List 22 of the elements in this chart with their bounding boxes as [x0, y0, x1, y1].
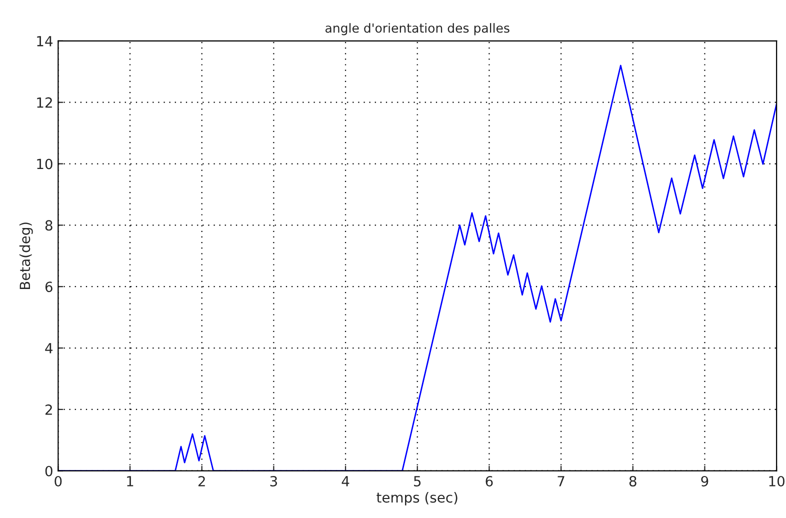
x-tick-label: 3 [270, 476, 277, 486]
x-tick-label: 0 [54, 476, 62, 486]
x-tick-label: 5 [414, 476, 421, 486]
x-tick-label: 8 [629, 476, 636, 486]
y-tick-label: 2 [45, 404, 52, 415]
y-tick-label: 0 [45, 466, 52, 476]
x-tick-label: 2 [198, 476, 205, 486]
y-tick-label: 6 [45, 282, 52, 292]
x-tick-label: 4 [342, 476, 350, 486]
y-tick-label: 10 [37, 158, 52, 170]
y-axis-title: Beta(deg) [19, 222, 33, 290]
y-tick-label: 12 [37, 97, 52, 108]
x-tick-label: 6 [486, 476, 493, 486]
y-tick-label: 14 [37, 36, 53, 46]
x-tick-label: 7 [558, 476, 564, 486]
x-tick-label: 1 [127, 476, 134, 486]
x-tick-label: 9 [701, 476, 708, 486]
x-tick-label: 10 [769, 476, 784, 486]
y-tick-label: 4 [45, 343, 53, 354]
x-axis-title: temps (sec) [376, 492, 458, 506]
chart-title: angle d'orientation des palles [326, 23, 510, 36]
y-tick-label: 8 [45, 220, 52, 231]
